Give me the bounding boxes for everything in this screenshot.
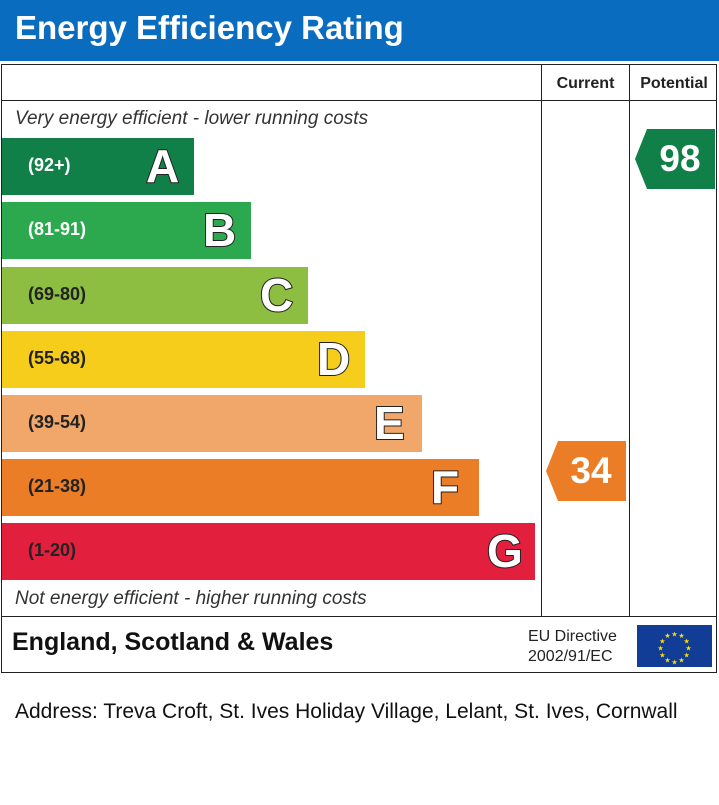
potential-rating-value: 98 [659,138,701,179]
note-inefficient: Not energy efficient - higher running co… [15,588,367,609]
band-letter: B [202,203,237,257]
band-letter: C [259,268,294,322]
page-title: Energy Efficiency Rating [15,9,404,46]
band-a: (92+) A [2,138,194,195]
eu-star-icon: ★ [659,637,665,645]
eu-flag-icon: ★ ★ ★ ★ ★ ★ ★ ★ ★ ★ ★ ★ [637,625,712,667]
band-letter: D [316,332,351,386]
directive-line-2: 2002/91/EC [528,648,613,665]
eu-star-icon: ★ [671,630,677,638]
band-b: (81-91) B [2,202,251,259]
arrow-shape-icon [546,441,626,501]
divider-current [541,64,542,617]
eu-star-icon: ★ [678,632,684,640]
eu-star-icon: ★ [685,644,691,652]
eu-star-icon: ★ [664,632,670,640]
band-letter: G [486,524,524,578]
band-range: (1-20) [28,540,77,560]
band-range: (39-54) [28,412,87,432]
band-letter: E [373,396,406,450]
region-label: England, Scotland & Wales [12,628,334,656]
rating-frame [1,64,717,673]
band-letter: F [430,460,460,514]
current-rating-arrow: 34 [546,441,626,501]
divider-potential [629,64,630,617]
current-rating-value: 34 [570,450,612,491]
eu-star-icon: ★ [678,656,684,664]
band-letter: A [145,139,180,193]
band-range: (69-80) [28,284,87,304]
band-range: (81-91) [28,219,87,239]
arrow-shape-icon [635,129,715,189]
header-bar: Energy Efficiency Rating [0,0,719,61]
band-g: (1-20) G [2,523,535,580]
note-efficient: Very energy efficient - lower running co… [15,108,369,129]
column-header-current: Current [556,75,615,92]
eu-star-icon: ★ [671,658,677,666]
band-c: (69-80) C [2,267,308,324]
eu-star-icon: ★ [657,644,663,652]
band-f: (21-38) F [2,459,479,516]
header-divider [1,100,717,101]
eu-star-icon: ★ [659,651,665,659]
eu-star-icon: ★ [664,656,670,664]
directive-line-1: EU Directive [528,628,617,645]
band-e: (39-54) E [2,395,422,452]
potential-rating-arrow: 98 [635,129,715,189]
address-text: Address: Treva Croft, St. Ives Holiday V… [15,700,678,723]
footer-divider [1,616,717,617]
band-range: (55-68) [28,348,87,368]
band-range: (92+) [28,155,71,175]
band-range: (21-38) [28,476,87,496]
band-d: (55-68) D [2,331,365,388]
eu-star-icon: ★ [683,651,689,659]
column-header-potential: Potential [640,75,708,92]
eu-star-icon: ★ [683,637,689,645]
